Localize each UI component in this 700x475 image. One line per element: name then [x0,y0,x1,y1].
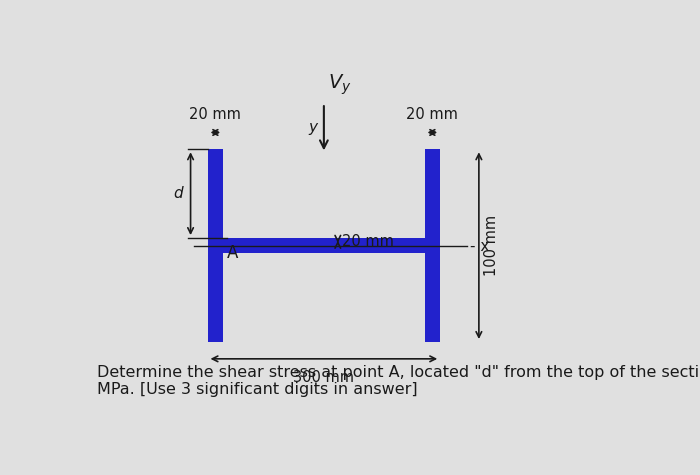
Text: - x: - x [470,239,489,254]
Text: y: y [309,120,318,135]
Text: $V_y$: $V_y$ [328,73,351,97]
Text: 20 mm: 20 mm [190,107,242,123]
Text: A: A [227,244,239,262]
Text: d: d [173,186,183,201]
Bar [208,150,223,342]
Text: 20 mm: 20 mm [342,234,393,249]
Bar [425,150,440,342]
Text: Determine the shear stress at point A, located "d" from the top of the section i: Determine the shear stress at point A, l… [97,365,700,398]
Bar [208,238,440,253]
Text: 20 mm: 20 mm [407,107,459,123]
Text: 100 mm: 100 mm [484,215,498,276]
Text: 300 mm: 300 mm [293,370,354,385]
